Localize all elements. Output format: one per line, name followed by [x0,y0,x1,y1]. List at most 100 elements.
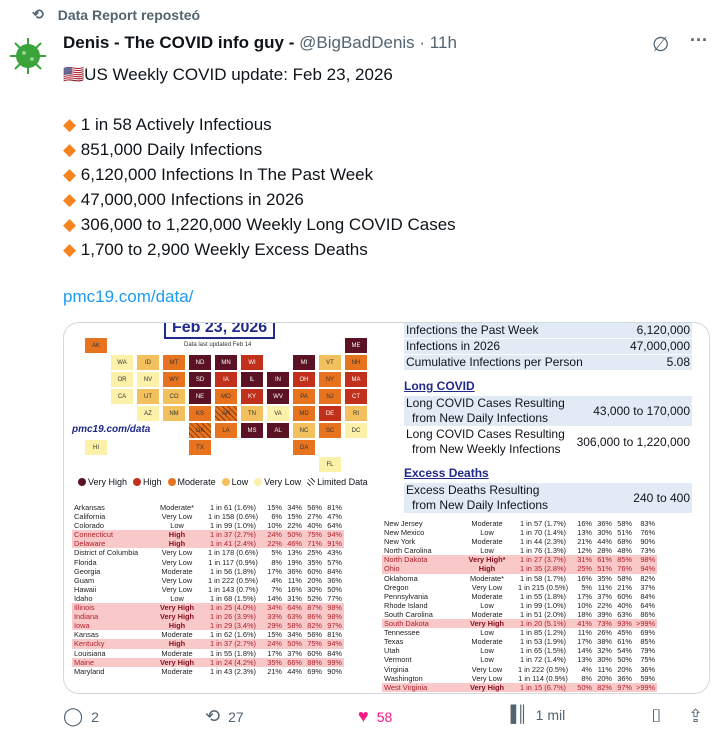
table-cell: South Carolina [384,609,433,619]
state-wv: WV [266,388,290,405]
table-cell: 94% [324,530,344,540]
summary-label-sub: from New Daily Infections [412,411,549,425]
table-cell: 11% [597,664,612,674]
table-row: Colorado Low 1 in 99 (1.0%) 10% 22% 40% 64% [72,521,344,530]
long-covid-heading: Long COVID [404,379,475,393]
table-cell: 1 in 215 (0.5%) [517,582,569,592]
like-button[interactable]: ♥ 58 [358,706,392,727]
table-cell: 40% [617,600,632,610]
author-name[interactable]: Denis - The COVID info guy - [63,33,295,52]
table-cell: 37% [597,591,612,601]
table-row: Tennessee Low 1 in 85 (1.2%) 11% 26% 45% 69% [382,628,657,637]
table-cell: 36% [597,519,612,528]
table-cell: 1 in 43 (2.3%) [209,666,256,676]
state-nm: NM [162,405,186,422]
table-cell: 1 in 24 (4.2%) [202,657,264,667]
summary-row: Infections the Past Week 6,120,000 [404,323,692,338]
repost-label[interactable]: Data Report reposteó [57,6,201,23]
table-row: New York Moderate 1 in 44 (2.3%) 21% 44% 68% 9… [382,537,657,546]
table-cell: 35% [597,573,612,583]
table-cell: 1 in 114 (0.9%) [518,673,568,683]
table-cell: 58% [617,573,632,583]
table-cell: 75% [640,655,656,665]
tweet-link[interactable]: pmc19.com/data/ [63,287,194,306]
grok-icon[interactable]: ∅ [652,34,670,56]
repost-button[interactable]: ⟲ 27 [205,706,244,727]
table-cell: 50% [574,682,594,692]
table-cell: 28% [597,546,612,556]
table-cell: 1 in 57 (1.7%) [519,519,566,528]
table-row: South Carolina Moderate 1 in 51 (2.0%) 18% 3… [382,610,657,619]
table-cell: Very High [462,682,512,692]
views-button[interactable]: ▐║ 1 mil [505,706,565,724]
state-ar: AR [214,405,238,422]
state-il: IL [240,371,264,388]
table-row: South Dakota Very High 1 in 20 (5.1%) 41% 73… [382,619,658,629]
table-cell: Maine [72,657,152,667]
table-cell: Very Low [161,584,193,594]
table-cell: 35% [264,657,284,667]
table-cell: 18% [577,609,592,619]
table-row: Oregon Very Low 1 in 215 (0.5%) 5% 11% 21% 37% [382,583,657,592]
more-icon[interactable]: ··· [690,30,708,50]
table-row: North Carolina Low 1 in 76 (1.3%) 12% 28% 48%… [382,546,657,555]
bullet-text: 1,700 to 2,900 Weekly Excess Deaths [80,240,368,259]
author-handle[interactable]: @BigBadDenis [299,33,415,52]
table-cell: 20% [307,575,322,585]
reply-icon: ◯ [63,706,84,726]
state-ca: CA [110,388,134,405]
table-cell: Low [480,655,494,665]
table-cell: 44% [597,537,612,547]
repost-icon: ⟲ [32,6,44,22]
state-mn: MN [214,354,238,371]
table-cell: High [462,564,512,574]
table-cell: >99% [634,682,658,692]
table-cell: 1 in 222 (0.5%) [207,575,259,585]
table-cell: Moderate [161,648,193,658]
table-cell: 17% [267,648,282,658]
state-ks: KS [188,405,212,422]
table-cell: 77% [327,593,342,603]
table-cell: Very High [152,612,202,622]
table-cell: 83% [640,519,656,528]
state-or: OR [110,371,134,388]
table-cell: 1 in 25 (4.0%) [202,603,264,613]
virus-avatar[interactable] [8,36,48,76]
map-watermark: pmc19.com/data [72,424,151,435]
table-cell: 63% [617,609,632,619]
table-cell: 11% [287,575,302,585]
table-cell: 19% [287,557,302,567]
infographic-image[interactable]: Feb 23, 2026 Data last updated Feb 14 pm… [63,322,710,694]
table-cell: 56% [307,503,322,512]
table-cell: 27% [307,512,322,522]
tweet-time[interactable]: 11h [429,33,457,52]
table-row: New Jersey Moderate 1 in 57 (1.7%) 16% 36% 58… [382,519,657,528]
state-ne: NE [188,388,212,405]
table-cell: 1 in 117 (0.9%) [208,557,258,567]
table-cell: 37% [287,648,302,658]
table-cell: New Mexico [384,528,425,538]
state-ms: MS [240,422,264,439]
table-cell: Very Low [161,548,193,558]
state-ak: AK [84,337,108,354]
bullet-item: ◆ 851,000 Daily Infections [63,137,703,162]
table-cell: 7% [271,584,282,594]
state-table-left: Arkansas Moderate* 1 in 61 (1.6%) 15% 34% 56%… [72,503,344,676]
state-ga: GA [292,439,316,456]
table-cell: 36% [287,566,302,576]
table-cell: 16% [287,584,302,594]
bookmark-button[interactable]: ⌷ [651,706,662,727]
table-cell: 15% [287,512,302,522]
table-cell: 90% [640,537,656,547]
table-cell: 51% [594,564,614,574]
table-cell: Oregon [384,582,409,592]
reply-button[interactable]: ◯ 2 [63,706,99,727]
share-button[interactable]: ⇪ [688,706,703,727]
table-cell: 59% [640,673,656,683]
table-row: Georgia Moderate 1 in 56 (1.8%) 17% 36% 60% 84… [72,567,344,576]
summary-row: Cumulative Infections per Person 5.08 [404,355,692,370]
table-cell: 61% [594,555,614,565]
table-cell: Very Low [161,557,193,567]
table-cell: 1 in 76 (1.3%) [519,546,566,556]
diamond-icon: ◆ [63,165,81,184]
